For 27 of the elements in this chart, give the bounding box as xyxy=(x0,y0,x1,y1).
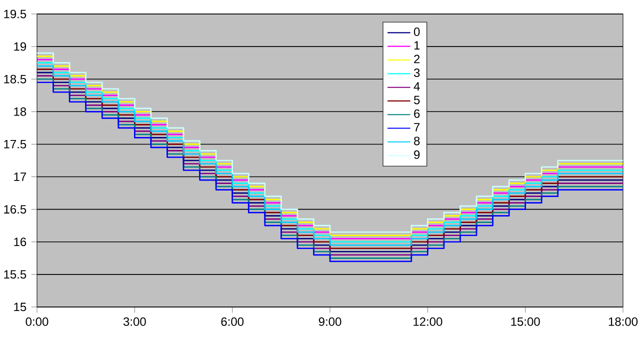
y-tick-label: 17 xyxy=(14,172,26,181)
legend-label: 0 xyxy=(414,28,420,36)
x-tick-label: 0:00 xyxy=(26,317,48,326)
legend-label: 2 xyxy=(414,54,420,64)
x-tick-label: 9:00 xyxy=(318,317,342,326)
y-tick-label: 19 xyxy=(14,42,26,51)
legend-label: 4 xyxy=(414,82,420,90)
legend-label: 7 xyxy=(414,123,420,132)
y-tick-label: 18.5 xyxy=(4,74,26,84)
y-tick-label: 16.5 xyxy=(4,205,26,214)
legend-label: 9 xyxy=(414,150,420,159)
y-tick-label: 16 xyxy=(14,238,26,246)
y-tick-label: 17.5 xyxy=(4,140,26,148)
legend-label: 8 xyxy=(414,136,420,146)
y-tick-label: 15.5 xyxy=(4,270,26,279)
x-tick-label: 12:00 xyxy=(414,317,442,326)
y-tick-label: 18 xyxy=(14,107,26,116)
y-tick-label: 19.5 xyxy=(4,10,26,18)
x-tick-label: 6:00 xyxy=(221,317,244,326)
legend-label: 1 xyxy=(414,41,420,50)
legend-label: 6 xyxy=(414,109,420,118)
legend-label: 5 xyxy=(414,96,420,104)
y-tick-label: 15 xyxy=(14,302,26,312)
legend-label: 3 xyxy=(414,68,420,78)
x-tick-label: 15:00 xyxy=(511,317,540,326)
x-tick-label: 3:00 xyxy=(123,317,146,326)
x-tick-label: 18:00 xyxy=(608,317,638,326)
